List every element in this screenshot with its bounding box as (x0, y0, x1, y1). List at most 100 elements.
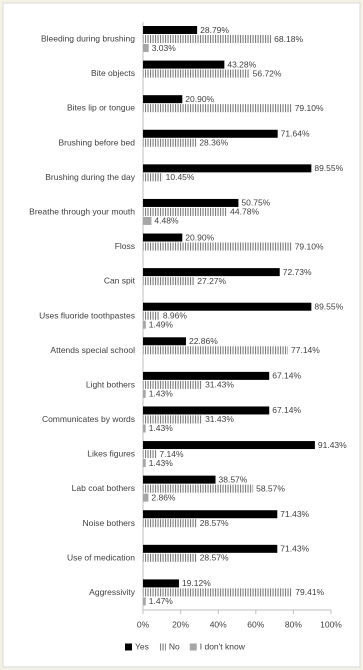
legend-label: I don't know (200, 641, 246, 651)
bar (143, 44, 149, 52)
data-label: 67.14% (272, 371, 301, 381)
bar (143, 198, 239, 207)
bar (143, 138, 197, 147)
bar (143, 69, 250, 78)
bar (143, 302, 312, 311)
data-label: 71.43% (280, 509, 309, 519)
bar (143, 268, 280, 277)
data-label: 56.72% (253, 68, 282, 78)
bar (143, 95, 183, 104)
category-label: Light bothers (86, 379, 135, 389)
bar (143, 311, 160, 320)
category-label: Noise bothers (83, 518, 135, 528)
category-label: Bites lip or tongue (67, 103, 135, 113)
bar (143, 493, 149, 502)
x-tick-label: 40% (210, 619, 227, 629)
x-tick-label: 0% (137, 619, 150, 629)
data-label: 67.14% (272, 405, 301, 415)
data-label: 28.79% (200, 25, 229, 35)
bar (143, 459, 146, 468)
data-label: 31.43% (205, 380, 234, 390)
legend-swatch (125, 643, 132, 651)
category-label: Likes figures (87, 449, 135, 459)
bar (143, 337, 186, 346)
bar (143, 35, 272, 43)
data-label: 22.86% (189, 336, 218, 346)
category-label: Use of medication (67, 552, 135, 562)
data-label: 1.43% (149, 389, 174, 399)
bar (143, 216, 152, 225)
bar (143, 406, 270, 415)
bar (143, 597, 146, 606)
data-label: 79.10% (295, 103, 324, 113)
bar (143, 371, 270, 380)
category-label: Can spit (104, 276, 136, 286)
bar (143, 173, 163, 182)
bar (143, 415, 203, 424)
data-label: 50.75% (241, 198, 270, 208)
bar (143, 129, 278, 138)
data-label: 91.43% (318, 440, 347, 450)
data-label: 1.49% (149, 319, 174, 329)
bar (143, 579, 179, 588)
data-label: 7.14% (159, 449, 184, 459)
bar (143, 544, 278, 553)
category-label: Bleeding during brushing (41, 34, 135, 44)
legend-swatch (189, 643, 197, 651)
data-label: 68.18% (274, 34, 303, 44)
data-label: 71.64% (281, 129, 310, 139)
bar (143, 441, 315, 450)
category-label: Uses fluoride toothpastes (39, 310, 135, 320)
legend-label: No (169, 641, 180, 651)
category-label: Attends special school (50, 345, 135, 355)
bar (143, 207, 228, 216)
data-label: 27.27% (197, 276, 226, 286)
data-label: 28.57% (200, 518, 229, 528)
x-tick-label: 100% (320, 619, 342, 629)
bar (143, 450, 157, 459)
category-label: Breathe through your mouth (29, 206, 135, 216)
data-label: 10.45% (166, 172, 195, 182)
data-label: 28.36% (199, 138, 228, 148)
legend-label: Yes (135, 641, 149, 651)
bar (143, 242, 292, 251)
bar (143, 277, 195, 286)
bar (143, 60, 225, 69)
x-tick-label: 20% (172, 619, 189, 629)
bar (143, 380, 203, 389)
data-label: 79.10% (295, 241, 324, 251)
category-label: Brushing before bed (58, 137, 135, 147)
data-label: 28.57% (200, 553, 229, 563)
bar (143, 320, 146, 329)
bar (143, 588, 293, 597)
bar (143, 475, 216, 484)
data-label: 77.14% (291, 345, 320, 355)
data-label: 43.28% (227, 59, 256, 69)
category-label: Aggressivity (89, 587, 136, 597)
data-label: 89.55% (314, 163, 343, 173)
category-label: Brushing during the day (45, 172, 136, 182)
data-label: 1.43% (149, 458, 174, 468)
data-label: 89.55% (314, 301, 343, 311)
bar (143, 484, 254, 493)
x-tick-label: 60% (247, 619, 264, 629)
data-label: 8.96% (163, 310, 188, 320)
bar (143, 346, 289, 355)
bar (143, 26, 198, 34)
data-label: 3.03% (152, 43, 177, 53)
data-label: 44.78% (230, 207, 259, 217)
data-label: 58.57% (256, 483, 285, 493)
category-label: Communicates by words (42, 414, 135, 424)
data-label: 1.43% (149, 423, 174, 433)
x-tick-label: 80% (285, 619, 302, 629)
category-label: Lab coat bothers (72, 483, 135, 493)
bar (143, 164, 312, 173)
data-label: 71.43% (280, 544, 309, 554)
bar (143, 389, 146, 398)
data-label: 31.43% (205, 414, 234, 424)
data-label: 1.47% (149, 596, 174, 606)
legend-swatch (158, 643, 166, 651)
bar (143, 424, 146, 433)
